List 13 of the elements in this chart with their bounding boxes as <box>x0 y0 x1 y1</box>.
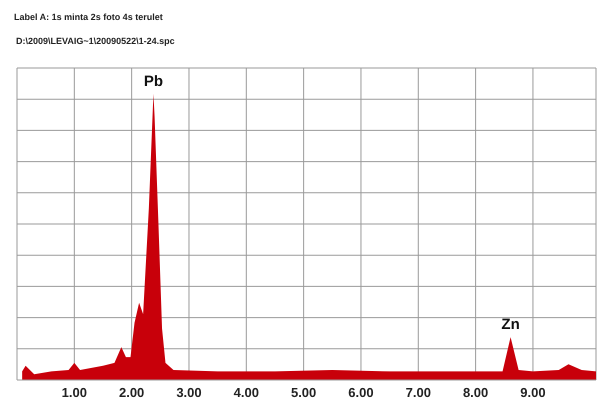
x-tick-label: 9.00 <box>520 385 546 400</box>
x-tick-label: 1.00 <box>62 385 87 400</box>
x-tick-label: 7.00 <box>406 385 431 400</box>
x-tick-label: 8.00 <box>462 385 488 400</box>
annotation: Zn <box>501 316 520 334</box>
annotation: Pb <box>144 72 164 90</box>
chart-subtitle: D:\2009\LEVAIG~1\20090522\1-24.spc <box>16 36 175 46</box>
x-tick-label: 6.00 <box>348 385 374 400</box>
x-tick-label: 5.00 <box>290 385 316 400</box>
x-tick-label: 4.00 <box>234 385 259 400</box>
chart-title: Label A: 1s minta 2s foto 4s terulet <box>14 12 163 22</box>
x-tick-label: 2.00 <box>118 385 144 400</box>
x-tick-label: 3.00 <box>176 385 202 400</box>
